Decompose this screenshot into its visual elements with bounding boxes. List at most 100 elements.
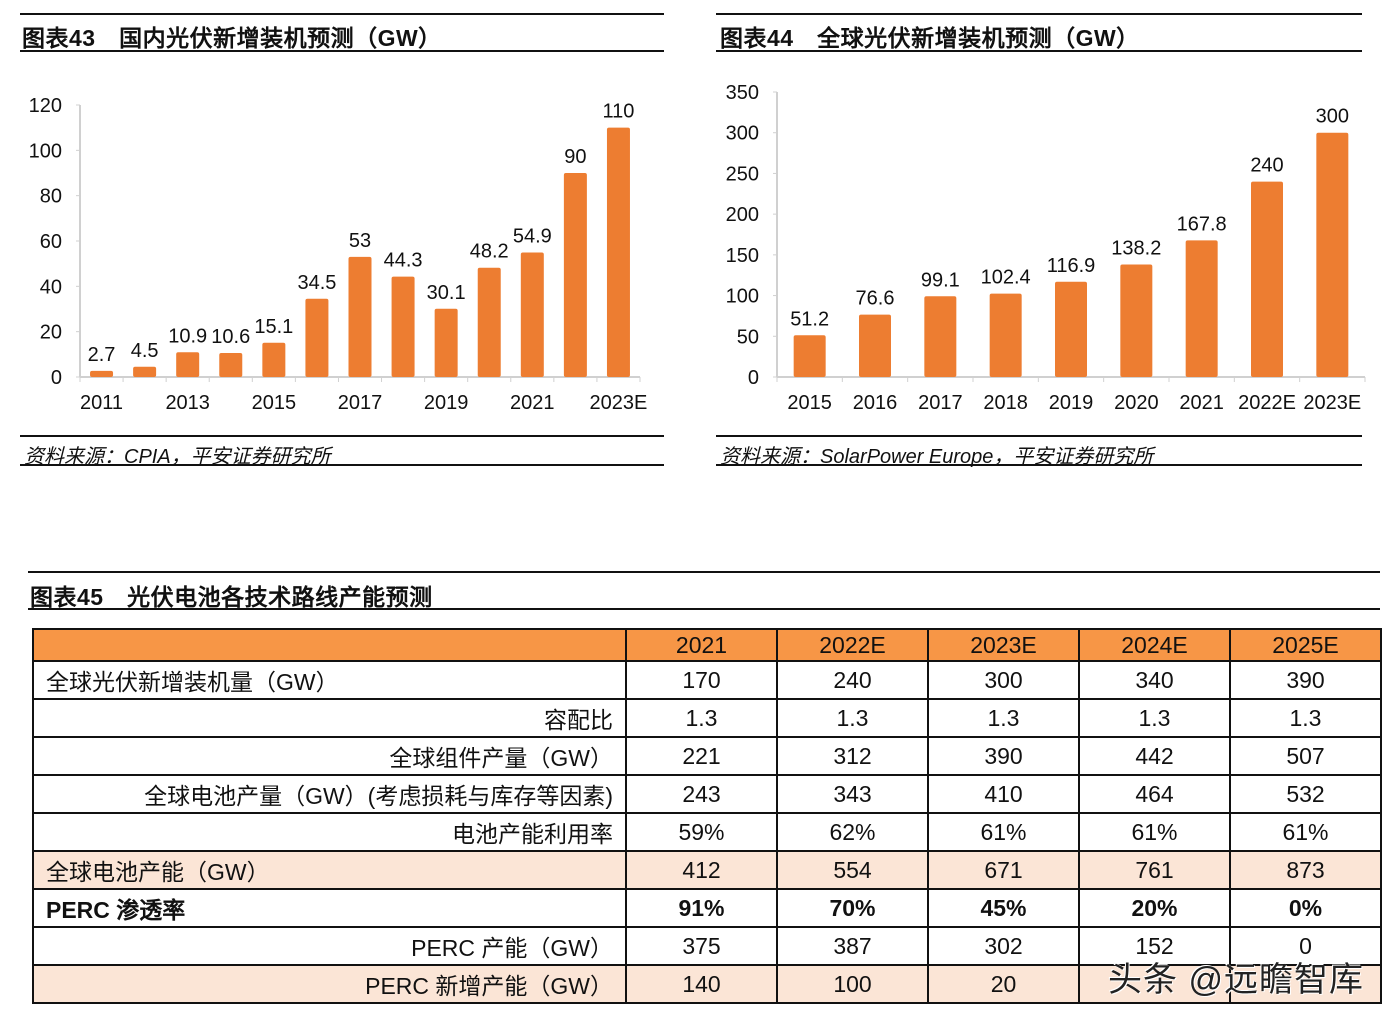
- y-tick-label: 80: [40, 186, 62, 208]
- source-rule-top: [716, 435, 1362, 437]
- y-tick-label: 120: [29, 95, 62, 117]
- data-label: 76.6: [856, 288, 895, 310]
- table-cell: 464: [1078, 774, 1231, 814]
- row-label: 全球光伏新增装机量（GW）: [32, 660, 627, 700]
- y-tick-label: 0: [748, 367, 759, 389]
- header-cell-2025e: 2025E: [1229, 628, 1382, 662]
- data-label: 15.1: [254, 316, 293, 338]
- bar-2016: [305, 298, 329, 377]
- table-cell: 61%: [927, 812, 1080, 852]
- data-label: 53: [349, 230, 371, 252]
- data-label: 240: [1250, 155, 1283, 177]
- bar-2012: [133, 366, 157, 377]
- row-label: PERC 新增产能（GW）: [32, 964, 627, 1004]
- table-cell: 554: [776, 850, 929, 890]
- row-label: 全球电池产量（GW）(考虑损耗与库存等因素): [32, 774, 627, 814]
- figure-44-title: 图表44 全球光伏新增装机预测（GW）: [720, 25, 1140, 51]
- header-cell-2022e: 2022E: [776, 628, 929, 662]
- table-cell: 20: [927, 964, 1080, 1004]
- bar-2021: [520, 252, 544, 377]
- data-label: 4.5: [131, 340, 159, 362]
- bar-2021: [1185, 240, 1218, 377]
- x-tick-label: 2016: [853, 392, 898, 414]
- table-cell: 671: [927, 850, 1080, 890]
- bar-2016: [859, 314, 891, 377]
- table-cell: 312: [776, 736, 929, 776]
- row-label: 电池产能利用率: [32, 812, 627, 852]
- x-tick-label: 2021: [510, 392, 555, 414]
- table-cell: 1.3: [1229, 698, 1382, 738]
- table-cell: 302: [927, 926, 1080, 966]
- x-tick-label: 2022E: [1238, 392, 1296, 414]
- bar-2020: [1120, 264, 1153, 377]
- table-cell: [1229, 964, 1382, 1004]
- table-cell: 412: [625, 850, 778, 890]
- table-cell: 170: [625, 660, 778, 700]
- table-cell: 140: [625, 964, 778, 1004]
- bar-2022E: [1251, 181, 1283, 377]
- y-tick-label: 20: [40, 322, 62, 344]
- table-cell: 20%: [1078, 888, 1231, 928]
- y-tick-label: 100: [726, 286, 759, 308]
- table-cell: 1.3: [776, 698, 929, 738]
- source-rule-bottom: [20, 464, 664, 466]
- source-rule-top: [20, 435, 664, 437]
- x-tick-label: 2015: [252, 392, 297, 414]
- y-tick-label: 200: [726, 204, 759, 226]
- table-cell: 243: [625, 774, 778, 814]
- table-cell: 240: [776, 660, 929, 700]
- table-header-row: 2021 2022E 2023E 2024E 2025E: [32, 628, 1382, 662]
- y-tick-label: 40: [40, 276, 62, 298]
- bar-2022E: [563, 173, 587, 377]
- data-label: 44.3: [384, 250, 423, 272]
- data-label: 300: [1316, 106, 1349, 128]
- figure-43-source: 资料来源：CPIA，平安证券研究所: [24, 446, 331, 468]
- table-row: 全球电池产量（GW）(考虑损耗与库存等因素) 243 343 410 464 532: [32, 774, 1382, 814]
- y-tick-label: 300: [726, 123, 759, 145]
- data-label: 54.9: [513, 226, 552, 248]
- table-row: PERC 新增产能（GW） 140 100 20: [32, 964, 1382, 1004]
- capacity-forecast-table: 2021 2022E 2023E 2024E 2025E 全球光伏新增装机量（G…: [32, 628, 1382, 1004]
- header-cell-2023e: 2023E: [927, 628, 1080, 662]
- table-cell: 873: [1229, 850, 1382, 890]
- data-label: 99.1: [921, 269, 960, 291]
- data-label: 10.9: [168, 325, 207, 347]
- data-label: 90: [564, 146, 586, 168]
- x-tick-label: 2017: [918, 392, 963, 414]
- table-cell: 532: [1229, 774, 1382, 814]
- header-cell-2024e: 2024E: [1078, 628, 1231, 662]
- x-tick-label: 2013: [165, 392, 210, 414]
- table-cell: 70%: [776, 888, 929, 928]
- table-cell: 91%: [625, 888, 778, 928]
- bar-2020: [477, 267, 501, 377]
- table-row: PERC 产能（GW） 375 387 302 152 0: [32, 926, 1382, 966]
- data-label: 34.5: [297, 272, 336, 294]
- table-cell: 375: [625, 926, 778, 966]
- bar-2014: [219, 352, 243, 377]
- row-label: 全球电池产能（GW）: [32, 850, 627, 890]
- table-cell: 61%: [1078, 812, 1231, 852]
- table-cell: 0%: [1229, 888, 1382, 928]
- table-cell: 1.3: [625, 698, 778, 738]
- x-tick-label: 2015: [787, 392, 832, 414]
- bar-chart-domestic-installs: 0 20 40 60 80 100 120 2.7 2011 4.5 10.9 2013 10.6 15.…: [29, 95, 648, 414]
- data-label: 116.9: [1047, 255, 1096, 277]
- figure-44-source: 资料来源：SolarPower Europe，平安证券研究所: [720, 446, 1154, 468]
- table-cell: 300: [927, 660, 1080, 700]
- table-cell: 442: [1078, 736, 1231, 776]
- y-tick-label: 50: [737, 326, 759, 348]
- figure-43-title: 图表43 国内光伏新增装机预测（GW）: [22, 25, 442, 51]
- header-cell-2021: 2021: [625, 628, 778, 662]
- x-tick-label: 2023E: [590, 392, 648, 414]
- row-label: 容配比: [32, 698, 627, 738]
- x-tick-label: 2019: [424, 392, 469, 414]
- table-cell: 1.3: [927, 698, 1080, 738]
- table-row: 全球电池产能（GW） 412 554 671 761 873: [32, 850, 1382, 890]
- table-cell: 221: [625, 736, 778, 776]
- table-cell: 340: [1078, 660, 1231, 700]
- bar-2011: [90, 370, 114, 377]
- bar-chart-global-installs: 0 50 100 150 200 250 300 350 51.2 2015 76.6 2016 99.…: [726, 82, 1366, 414]
- bar-2015: [262, 342, 286, 377]
- title-rule-top: [20, 13, 664, 15]
- header-cell-label: [32, 628, 627, 662]
